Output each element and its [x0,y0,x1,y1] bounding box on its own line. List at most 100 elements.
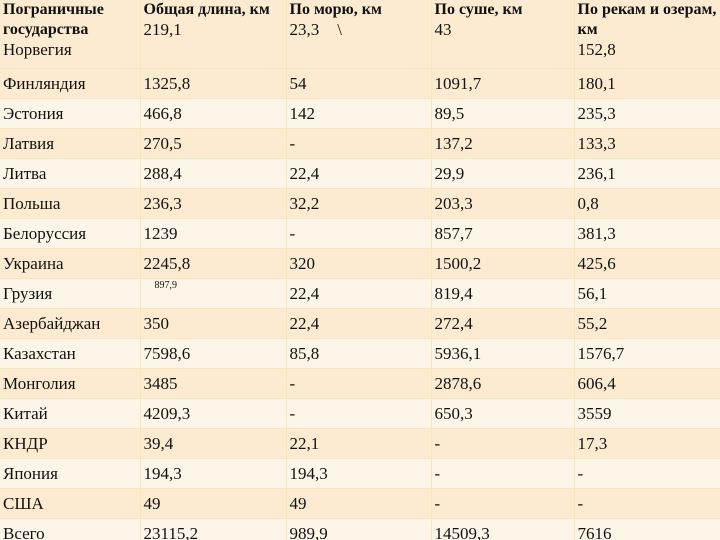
table-row: Всего 23115,2 989,9 14509,3 7616 [0,518,720,540]
cell-land: 1091,7 [431,68,575,99]
header-cell-sea: По морю, км 23,3 \ [286,0,432,69]
table-row: Грузия 897,9 22,4 819,4 56,1 [0,278,720,309]
table-body: Финляндия 1325,8 54 1091,7 180,1 Эстония 466,8… [0,68,720,540]
cell-sea: 32,2 [286,188,432,219]
table-row: Литва 288,4 22,4 29,9 236,1 [0,158,720,189]
cell-sea: 989,9 [286,518,432,540]
header-row: Пограничные государства Норвегия Общая д… [0,0,720,69]
table-row: Китай 4209,3-650,3 3559 [0,398,720,429]
cell-country: Азербайджан [0,308,141,339]
cell-sea: - [286,218,432,249]
cell-sea: - [286,128,432,159]
table-row: КНДР 39,4 22,1-17,3 [0,428,720,459]
cell-land: 43 [434,20,452,39]
table-row: Украина 2245,8 320 1500,2 425,6 [0,248,720,279]
cell-sea: 22,1 [286,428,432,459]
cell-land: 2878,6 [431,368,575,399]
table-row: Азербайджан 350 22,4 272,4 55,2 [0,308,720,339]
cell-sea: 194,3 [286,458,432,489]
cell-country: Монголия [0,368,141,399]
cell-sea: - [286,368,432,399]
cell-rivers: 3559 [574,398,720,429]
cell-land: - [431,458,575,489]
cell-land: 5936,1 [431,338,575,369]
cell-sea: 23,3 [289,20,320,39]
cell-total: 350 [140,308,287,339]
header-total: Общая длина, км [143,1,270,18]
cell-country: Белоруссия [0,218,141,249]
cell-rivers: 56,1 [574,278,720,309]
cell-total: 7598,6 [140,338,287,369]
cell-rivers: 133,3 [574,128,720,159]
cell-total: 270,5 [140,128,287,159]
cell-land: 272,4 [431,308,575,339]
cell-land: 137,2 [431,128,575,159]
header-cell-land: По суше, км 43 [431,0,575,69]
cell-rivers: - [574,458,720,489]
cell-sea: 22,4 [286,308,432,339]
header-rivers: По рекам и озерам, км [577,1,717,38]
cell-sea: 22,4 [286,158,432,189]
header-cell-country: Пограничные государства Норвегия [0,0,141,69]
table-row: Эстония 466,8 142 89,5 235,3 [0,98,720,129]
cell-country: Финляндия [0,68,141,99]
table-row: Финляндия 1325,8 54 1091,7 180,1 [0,68,720,99]
table-row: Белоруссия 1239-857,7 381,3 [0,218,720,249]
cell-country: Литва [0,158,141,189]
cell-country: Казахстан [0,338,141,369]
cell-land: 857,7 [431,218,575,249]
cell-rivers: 606,4 [574,368,720,399]
table-row: Польша 236,3 32,2 203,3 0,8 [0,188,720,219]
cell-sea: 85,8 [286,338,432,369]
cell-total: 1325,8 [140,68,287,99]
cell-rivers: 381,3 [574,218,720,249]
header-country: Пограничные государства [3,1,104,38]
cell-rivers: 425,6 [574,248,720,279]
cell-rivers: 236,1 [574,158,720,189]
cell-total: 236,3 [140,188,287,219]
cell-total: 23115,2 [140,518,287,540]
cell-country: Польша [0,188,141,219]
cell-total: 49 [140,488,287,519]
cell-rivers: 152,8 [577,40,616,59]
table-row: Монголия 3485-2878,6 606,4 [0,368,720,399]
cell-total: 39,4 [140,428,287,459]
cell-land: 1500,2 [431,248,575,279]
cell-rivers: 55,2 [574,308,720,339]
cell-rivers: 1576,7 [574,338,720,369]
header-sea: По морю, км [289,1,382,18]
cell-rivers: 235,3 [574,98,720,129]
cell-country: Всего [0,518,141,540]
cell-rivers: - [574,488,720,519]
cell-country: Грузия [0,278,141,309]
cell-sea: - [286,398,432,429]
cell-sea-mark: \ [337,20,342,39]
cell-rivers: 17,3 [574,428,720,459]
cell-sea: 320 [286,248,432,279]
table-row: Казахстан 7598,6 85,8 5936,1 1576,7 [0,338,720,369]
table-header: Пограничные государства Норвегия Общая д… [0,0,720,69]
cell-country: Латвия [0,128,141,159]
cell-rivers: 7616 [574,518,720,540]
table-row: Латвия 270,5-137,2 133,3 [0,128,720,159]
header-land: По суше, км [434,1,523,18]
cell-country: Япония [0,458,141,489]
header-cell-total: Общая длина, км 219,1 [140,0,287,69]
cell-land: 29,9 [431,158,575,189]
cell-land: 819,4 [431,278,575,309]
cell-land: 89,5 [431,98,575,129]
table-row: Япония 194,3 194,3- - [0,458,720,489]
cell-country: Эстония [0,98,141,129]
cell-country: США [0,488,141,519]
header-cell-rivers: По рекам и озерам, км 152,8 [574,0,720,69]
cell-total: 4209,3 [140,398,287,429]
cell-sea: 49 [286,488,432,519]
cell-sea: 142 [286,98,432,129]
cell-country: Китай [0,398,141,429]
cell-total: 1239 [140,218,287,249]
cell-total: 2245,8 [140,248,287,279]
cell-total: 219,1 [143,20,182,39]
cell-land: 203,3 [431,188,575,219]
